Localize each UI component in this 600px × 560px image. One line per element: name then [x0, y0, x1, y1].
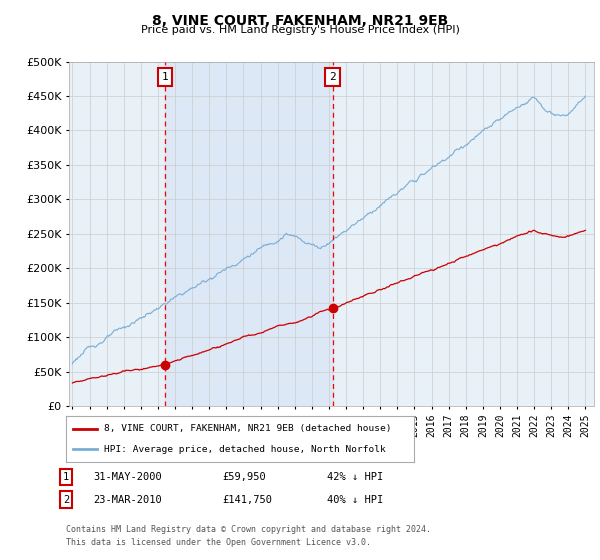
Text: 2: 2 [63, 494, 69, 505]
Text: 23-MAR-2010: 23-MAR-2010 [93, 494, 162, 505]
Text: HPI: Average price, detached house, North Norfolk: HPI: Average price, detached house, Nort… [104, 445, 386, 454]
Text: This data is licensed under the Open Government Licence v3.0.: This data is licensed under the Open Gov… [66, 538, 371, 547]
Text: 42% ↓ HPI: 42% ↓ HPI [327, 472, 383, 482]
Bar [165, 62, 332, 406]
Text: 1: 1 [63, 472, 69, 482]
Text: 8, VINE COURT, FAKENHAM, NR21 9EB (detached house): 8, VINE COURT, FAKENHAM, NR21 9EB (detac… [104, 424, 392, 433]
Text: 40% ↓ HPI: 40% ↓ HPI [327, 494, 383, 505]
Text: Contains HM Land Registry data © Crown copyright and database right 2024.: Contains HM Land Registry data © Crown c… [66, 525, 431, 534]
Text: 8, VINE COURT, FAKENHAM, NR21 9EB: 8, VINE COURT, FAKENHAM, NR21 9EB [152, 14, 448, 28]
Text: 2: 2 [329, 72, 336, 82]
Text: £59,950: £59,950 [222, 472, 266, 482]
Text: 31-MAY-2000: 31-MAY-2000 [93, 472, 162, 482]
Text: 1: 1 [161, 72, 169, 82]
Text: Price paid vs. HM Land Registry's House Price Index (HPI): Price paid vs. HM Land Registry's House … [140, 25, 460, 35]
Text: £141,750: £141,750 [222, 494, 272, 505]
